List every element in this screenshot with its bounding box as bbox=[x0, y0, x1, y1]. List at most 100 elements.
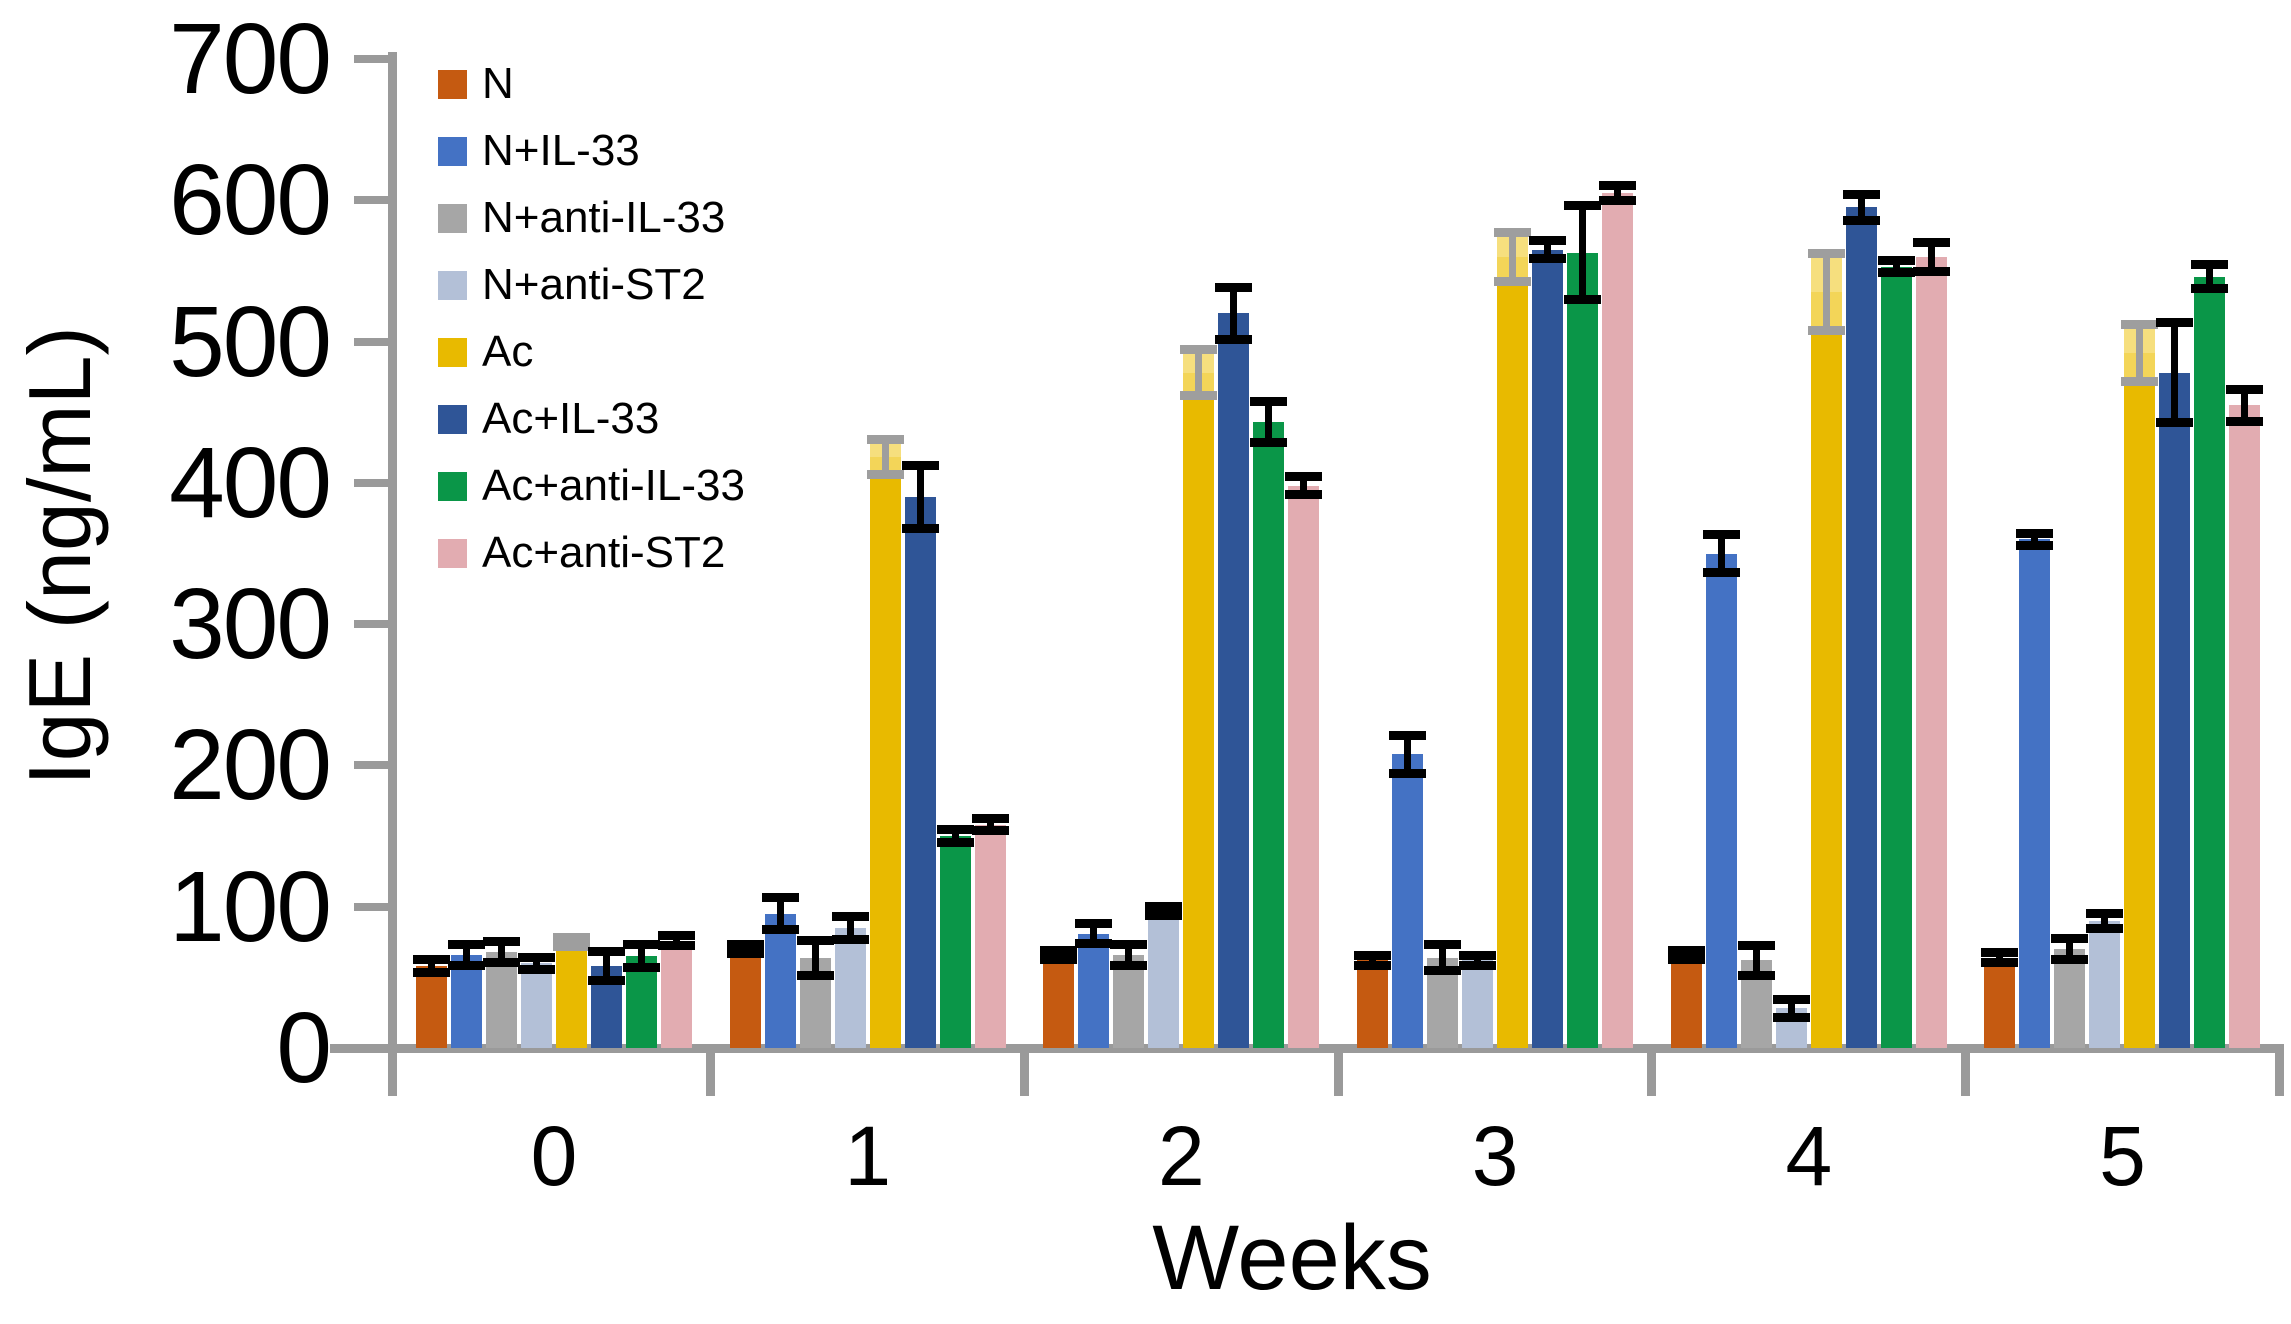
error-bar-cap-top bbox=[1807, 248, 1845, 258]
error-bar-whisker bbox=[497, 942, 505, 962]
x-tick-label-2: 2 bbox=[1158, 1109, 1205, 1203]
error-bar-cap-bottom bbox=[831, 935, 869, 945]
error-bar-cap-top bbox=[622, 939, 660, 949]
error-bar-cap-bottom bbox=[552, 942, 590, 952]
error-bar-whisker bbox=[1752, 946, 1760, 975]
x-tick-1 bbox=[706, 1044, 716, 1096]
error-bar-cap-top bbox=[1285, 472, 1323, 482]
bar-fill bbox=[2194, 276, 2226, 1048]
bar-fill bbox=[1915, 256, 1947, 1048]
error-bar-whisker bbox=[776, 898, 784, 930]
bar-Ac+anti-IL-33-week-3 bbox=[1563, 200, 1601, 1048]
legend: N N+IL-33 N+anti-IL-33 N+anti-ST2 Ac Ac+IL-33… bbox=[438, 60, 745, 596]
bar-Ac+anti-IL-33-week-0 bbox=[622, 939, 660, 1048]
legend-label: N bbox=[482, 59, 514, 108]
error-bar-cap-top bbox=[901, 460, 939, 470]
y-tick-500 bbox=[354, 337, 388, 346]
bar-Ac+IL-33-week-0 bbox=[587, 946, 625, 1048]
bar-N+anti-ST2-week-3 bbox=[1458, 951, 1496, 1048]
error-bar-cap-bottom bbox=[866, 470, 904, 480]
legend-swatch bbox=[438, 337, 467, 367]
bar-fill bbox=[1078, 933, 1110, 1048]
error-bar-whisker bbox=[672, 936, 680, 945]
error-bar-whisker bbox=[1787, 999, 1795, 1017]
bar-fill bbox=[1356, 960, 1388, 1048]
y-tick-0 bbox=[354, 1044, 388, 1052]
legend-label: Ac+anti-IL-33 bbox=[482, 461, 745, 510]
error-bar-cap-top bbox=[1563, 200, 1601, 210]
error-bar-whisker bbox=[881, 440, 889, 475]
error-bar-whisker bbox=[1578, 205, 1586, 300]
bar-fill bbox=[1496, 256, 1528, 1048]
bar-Ac-week-5 bbox=[2121, 319, 2159, 1048]
bar-N+anti-IL-33-week-3 bbox=[1423, 939, 1461, 1048]
error-bar-cap-bottom bbox=[1807, 326, 1845, 336]
bar-N+IL-33-week-5 bbox=[2016, 528, 2054, 1048]
error-bar-whisker bbox=[2206, 265, 2214, 288]
bar-Ac-week-1 bbox=[866, 435, 904, 1048]
error-bar-whisker bbox=[811, 940, 819, 975]
error-bar-whisker bbox=[1822, 253, 1830, 331]
error-bar-cap-top bbox=[517, 952, 555, 962]
error-bar-cap-top bbox=[1772, 994, 1810, 1004]
error-bar-cap-bottom bbox=[1528, 254, 1566, 264]
error-bar-cap-top bbox=[1912, 237, 1950, 247]
y-axis-line bbox=[388, 52, 397, 1096]
error-bar-cap-bottom bbox=[1563, 295, 1601, 305]
bar-fill bbox=[450, 954, 482, 1048]
bar-N+IL-33-week-4 bbox=[1702, 530, 1740, 1048]
bar-fill bbox=[1845, 207, 1877, 1048]
error-bar-cap-bottom bbox=[1493, 276, 1531, 286]
bar-N+anti-IL-33-week-0 bbox=[482, 937, 520, 1048]
bar-fill bbox=[1218, 313, 1250, 1048]
legend-swatch bbox=[438, 69, 467, 99]
error-bar-cap-bottom bbox=[796, 970, 834, 980]
y-tick-label-600: 600 bbox=[169, 144, 332, 257]
y-tick-label-400: 400 bbox=[169, 426, 332, 539]
error-bar-cap-bottom bbox=[2051, 954, 2089, 964]
error-bar-cap-top bbox=[447, 939, 485, 949]
y-tick-400 bbox=[354, 478, 388, 487]
bar-fill bbox=[1705, 553, 1737, 1048]
error-bar-cap-bottom bbox=[1737, 970, 1775, 980]
error-bar-cap-top bbox=[1667, 945, 1705, 955]
error-bar-cap-bottom bbox=[2016, 541, 2054, 551]
bar-Ac-week-2 bbox=[1180, 345, 1218, 1048]
error-bar-whisker bbox=[2171, 323, 2179, 423]
error-bar-cap-top bbox=[796, 935, 834, 945]
legend-item-N+anti-IL-33: N+anti-IL-33 bbox=[438, 194, 745, 242]
y-tick-100 bbox=[354, 902, 388, 911]
error-bar-cap-bottom bbox=[657, 940, 695, 950]
y-tick-300 bbox=[354, 620, 388, 629]
legend-swatch bbox=[438, 136, 467, 166]
bar-fill bbox=[1531, 249, 1563, 1048]
error-bar-cap-bottom bbox=[936, 837, 974, 847]
bar-N-week-0 bbox=[412, 955, 450, 1048]
bar-fill bbox=[555, 942, 587, 1048]
error-bar-cap-top bbox=[587, 946, 625, 956]
error-bar-cap-bottom bbox=[1040, 955, 1078, 964]
error-bar-whisker bbox=[602, 951, 610, 981]
error-bar-cap-top bbox=[971, 814, 1009, 824]
error-bar-cap-top bbox=[761, 893, 799, 903]
error-bar-cap-bottom bbox=[1877, 268, 1915, 278]
bar-fill bbox=[2159, 372, 2191, 1048]
x-tick-label-0: 0 bbox=[530, 1109, 578, 1203]
legend-item-N+anti-ST2: N+anti-ST2 bbox=[438, 261, 745, 309]
bar-fill bbox=[1043, 954, 1075, 1048]
bar-Ac+anti-ST2-week-5 bbox=[2226, 384, 2264, 1048]
error-bar-cap-top bbox=[1388, 730, 1426, 740]
error-bar-cap-top bbox=[726, 939, 764, 949]
error-bar-whisker bbox=[916, 465, 924, 529]
bar-Ac+anti-ST2-week-0 bbox=[657, 931, 695, 1048]
bar-fill bbox=[2229, 405, 2261, 1048]
error-bar-cap-top bbox=[1598, 181, 1636, 191]
error-bar-cap-bottom bbox=[447, 960, 485, 970]
bar-N+IL-33-week-3 bbox=[1388, 730, 1426, 1048]
error-bar-cap-top bbox=[2051, 934, 2089, 944]
bar-Ac+anti-ST2-week-3 bbox=[1598, 181, 1636, 1048]
y-tick-label-300: 300 bbox=[169, 568, 332, 681]
x-tick-3 bbox=[1333, 1044, 1343, 1096]
bar-fill bbox=[1984, 957, 2016, 1048]
error-bar-whisker bbox=[462, 944, 470, 965]
